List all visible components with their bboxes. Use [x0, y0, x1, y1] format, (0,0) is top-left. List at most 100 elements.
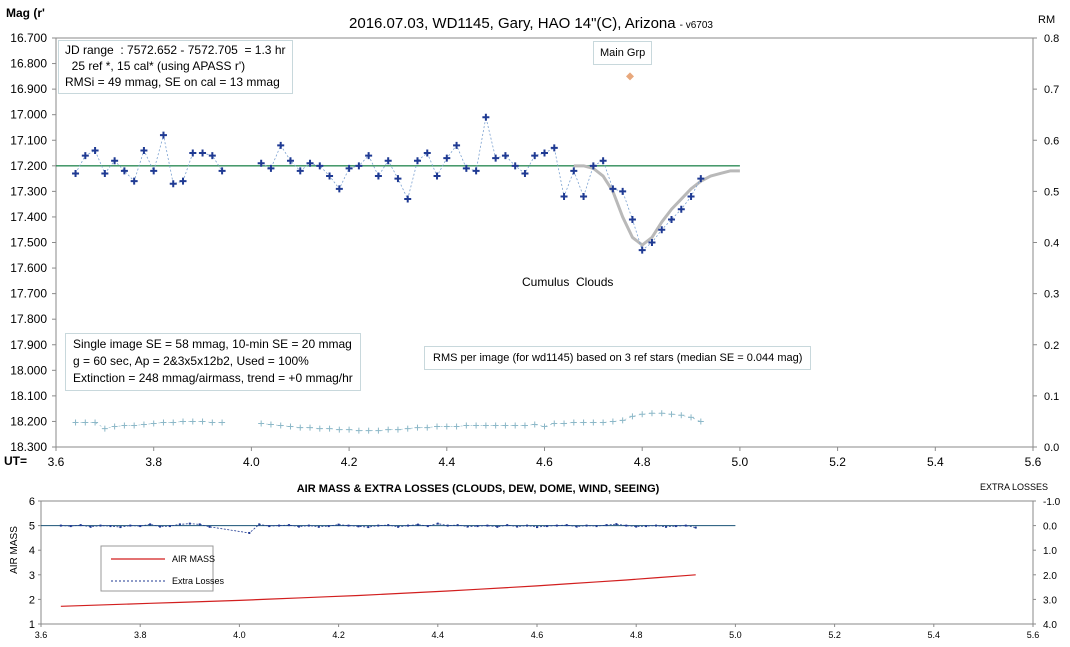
rms-point [639, 411, 646, 418]
magnitude-point [218, 167, 226, 175]
magnitude-point [560, 192, 568, 200]
extra-losses-point [456, 524, 459, 527]
top-x-tick-label: 4.0 [243, 455, 260, 469]
magnitude-point [81, 152, 89, 160]
top-y-tick-label: 16.800 [10, 57, 47, 71]
extra-losses-point [347, 524, 350, 527]
rms-series-line [75, 421, 223, 429]
extra-losses-point [208, 525, 211, 528]
extra-losses-point [526, 524, 529, 527]
extra-losses-point [119, 526, 122, 529]
extra-losses-point [506, 524, 509, 527]
magnitude-point [658, 226, 666, 234]
magnitude-point [277, 141, 285, 149]
top-y-tick-label: 17.000 [10, 108, 47, 122]
extra-losses-point [426, 525, 429, 528]
magnitude-point [599, 157, 607, 165]
rms-point [443, 423, 450, 430]
extra-losses-point [278, 524, 281, 527]
rms-point [160, 419, 167, 426]
top-y-tick-label: 18.300 [10, 440, 47, 454]
magnitude-point [355, 162, 363, 170]
rms-point [92, 419, 99, 426]
bottom-x-tick-label: 4.6 [531, 630, 544, 640]
magnitude-point [257, 159, 265, 167]
top-y-tick-label: 17.800 [10, 312, 47, 326]
magnitude-point [413, 157, 421, 165]
info-box-1-line-1: JD range : 7572.652 - 7572.705 = 1.3 hr [65, 43, 286, 57]
magnitude-point [208, 152, 216, 160]
extra-losses-point [545, 525, 548, 528]
rms-point [609, 418, 616, 425]
airmass-chart: AIR MASS & EXTRA LOSSES (CLOUDS, DEW, DO… [9, 482, 1061, 640]
top-y2-tick-label: 0.5 [1044, 186, 1059, 198]
magnitude-point [541, 149, 548, 157]
rms-point [492, 422, 499, 429]
extra-losses-point [575, 525, 578, 528]
rms-point [326, 425, 333, 432]
top-y-tick-label: 16.700 [10, 31, 47, 45]
magnitude-point [101, 169, 109, 177]
rms-point [414, 424, 421, 431]
extra-losses-point [684, 524, 687, 527]
bottom-y-tick-label: 4 [29, 545, 35, 557]
legend-box [100, 545, 214, 592]
magnitude-point [570, 167, 578, 175]
magnitude-point [589, 162, 597, 170]
top-x-tick-label: 4.4 [438, 455, 455, 469]
extra-losses-point [317, 525, 320, 528]
rms-point [199, 418, 206, 425]
extra-losses-line [60, 523, 696, 534]
rms-point [502, 422, 509, 429]
magnitude-point [501, 152, 509, 160]
rms-point [72, 419, 79, 426]
cumulus-clouds-annotation: Cumulus Clouds [522, 275, 614, 289]
top-x-tick-label: 4.2 [341, 455, 358, 469]
magnitude-point [267, 164, 275, 172]
bottom-x-tick-label: 5.4 [928, 630, 941, 640]
magnitude-point [453, 141, 461, 149]
magnitude-point [72, 169, 80, 177]
bottom-x-tick-label: 3.6 [35, 630, 48, 640]
top-y-tick-label: 17.300 [10, 184, 47, 198]
light-curve-chart: 2016.07.03, WD1145, Gary, HAO 14"(C), Ar… [4, 6, 1059, 469]
extra-losses-point [307, 524, 310, 527]
extra-losses-point [89, 525, 92, 528]
magnitude-point [199, 149, 207, 157]
extra-losses-point [59, 524, 62, 527]
rms-point [404, 425, 411, 432]
top-y-tick-label: 17.400 [10, 210, 47, 224]
magnitude-point [374, 172, 382, 180]
rms-point [453, 423, 460, 430]
magnitude-point [687, 192, 695, 200]
bottom-chart-ylabel: AIR MASS [9, 526, 20, 574]
bottom-y-tick-label: 1 [29, 619, 35, 631]
info-box-2-line-2: g = 60 sec, Ap = 2&3x5x12b2, Used = 100% [73, 354, 309, 368]
magnitude-point [482, 113, 490, 121]
bottom-y2-tick-label: -1.0 [1043, 497, 1061, 508]
top-y-tick-label: 18.000 [10, 363, 47, 377]
bottom-x-tick-label: 4.8 [630, 630, 643, 640]
bottom-x-tick-label: 5.2 [828, 630, 841, 640]
rms-point [316, 425, 323, 432]
rms-point [668, 411, 675, 418]
extra-losses-point [387, 524, 390, 527]
magnitude-point [150, 167, 158, 175]
magnitude-point [648, 239, 656, 246]
magnitude-point [668, 215, 676, 223]
magnitude-point [111, 157, 119, 165]
magnitude-point [130, 177, 138, 185]
magnitude-point [345, 164, 353, 172]
extra-losses-point [476, 525, 479, 528]
top-chart-axes: 3.6 3.8 4.0 4.2 4.4 4.6 4.8 5.0 5.2 5.4 5.6 16.700 1… [10, 31, 1059, 469]
rms-point [82, 419, 89, 426]
top-y-tick-label: 18.100 [10, 389, 47, 403]
bottom-x-tick-label: 4.2 [332, 630, 345, 640]
top-chart-y2label: RM [1038, 14, 1055, 26]
magnitude-point [286, 157, 294, 165]
bottom-x-tick-label: 4.4 [432, 630, 445, 640]
rms-point [140, 421, 147, 428]
bottom-chart-series [41, 522, 736, 607]
rms-point [385, 426, 392, 433]
